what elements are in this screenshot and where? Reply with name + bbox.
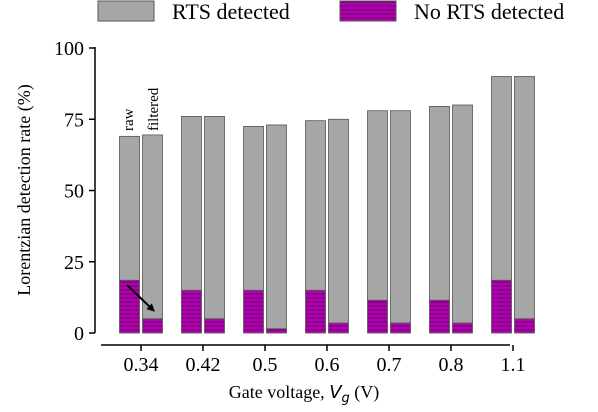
bar-rts-detected-raw (305, 120, 326, 291)
bar-rts-detected-filtered (204, 116, 225, 320)
y-tick-label: 0 (74, 323, 84, 345)
bar-no-rts-detected-filtered (266, 328, 287, 334)
y-tick-label: 75 (64, 109, 84, 131)
legend-swatch-no-rts-detected (339, 0, 397, 22)
bar-no-rts-detected-raw (367, 299, 388, 334)
legend-label-no-rts-detected: No RTS detected (414, 0, 564, 24)
bar-no-rts-detected-raw (181, 289, 202, 334)
bar-rts-detected-raw (243, 125, 264, 291)
bar-no-rts-detected-filtered (204, 318, 225, 334)
y-tick-label: 50 (64, 181, 84, 203)
x-tick-label: 0.5 (253, 354, 278, 376)
legend-swatch-rts-detected (97, 0, 155, 22)
bar-rts-detected-filtered (328, 118, 349, 324)
bar-no-rts-detected-filtered (514, 318, 535, 334)
bar-no-rts-detected-raw (491, 279, 512, 334)
annotation-filtered: filtered (146, 87, 162, 131)
x-tick-label: 1.1 (501, 354, 526, 376)
annotation-raw: raw (121, 108, 137, 131)
x-tick-label: 0.7 (377, 354, 402, 376)
bar-rts-detected-raw (367, 110, 388, 301)
bar-rts-detected-filtered (514, 76, 535, 320)
bar-no-rts-detected-filtered (452, 322, 473, 334)
x-tick-label: 0.6 (315, 354, 340, 376)
bar-no-rts-detected-raw (429, 299, 450, 334)
bar-rts-detected-filtered (142, 134, 163, 320)
annotation-arrow (126, 284, 155, 312)
y-axis: 0 25 50 75 100 (54, 38, 96, 345)
legend: RTS detected No RTS detected (97, 0, 564, 24)
bar-rts-detected-filtered (390, 110, 411, 324)
bar-no-rts-detected-filtered (142, 318, 163, 334)
x-axis: 0.34 0.42 0.5 0.6 0.7 0.8 1.1 (101, 344, 526, 376)
bar-no-rts-detected-filtered (328, 322, 349, 334)
bar-no-rts-detected-raw (243, 289, 264, 334)
x-tick-label: 0.42 (186, 354, 221, 376)
bar-rts-detected-raw (491, 76, 512, 281)
bar-rts-detected-filtered (266, 124, 287, 330)
x-tick-label: 0.8 (439, 354, 464, 376)
bar-rts-detected-raw (119, 135, 140, 281)
bar-rts-detected-raw (429, 106, 450, 301)
x-axis-label: Gate voltage, Vg (V) (229, 382, 380, 406)
bar-rts-detected-raw (181, 116, 202, 291)
y-tick-label: 25 (64, 252, 84, 274)
bars (119, 76, 535, 334)
x-tick-label: 0.34 (124, 354, 159, 376)
y-axis-label: Lorentzian detection rate (%) (14, 84, 35, 295)
bar-no-rts-detected-raw (305, 289, 326, 334)
bar-no-rts-detected-filtered (390, 322, 411, 334)
bar-rts-detected-filtered (452, 104, 473, 324)
legend-label-rts-detected: RTS detected (172, 0, 290, 24)
y-tick-label: 100 (54, 38, 84, 60)
